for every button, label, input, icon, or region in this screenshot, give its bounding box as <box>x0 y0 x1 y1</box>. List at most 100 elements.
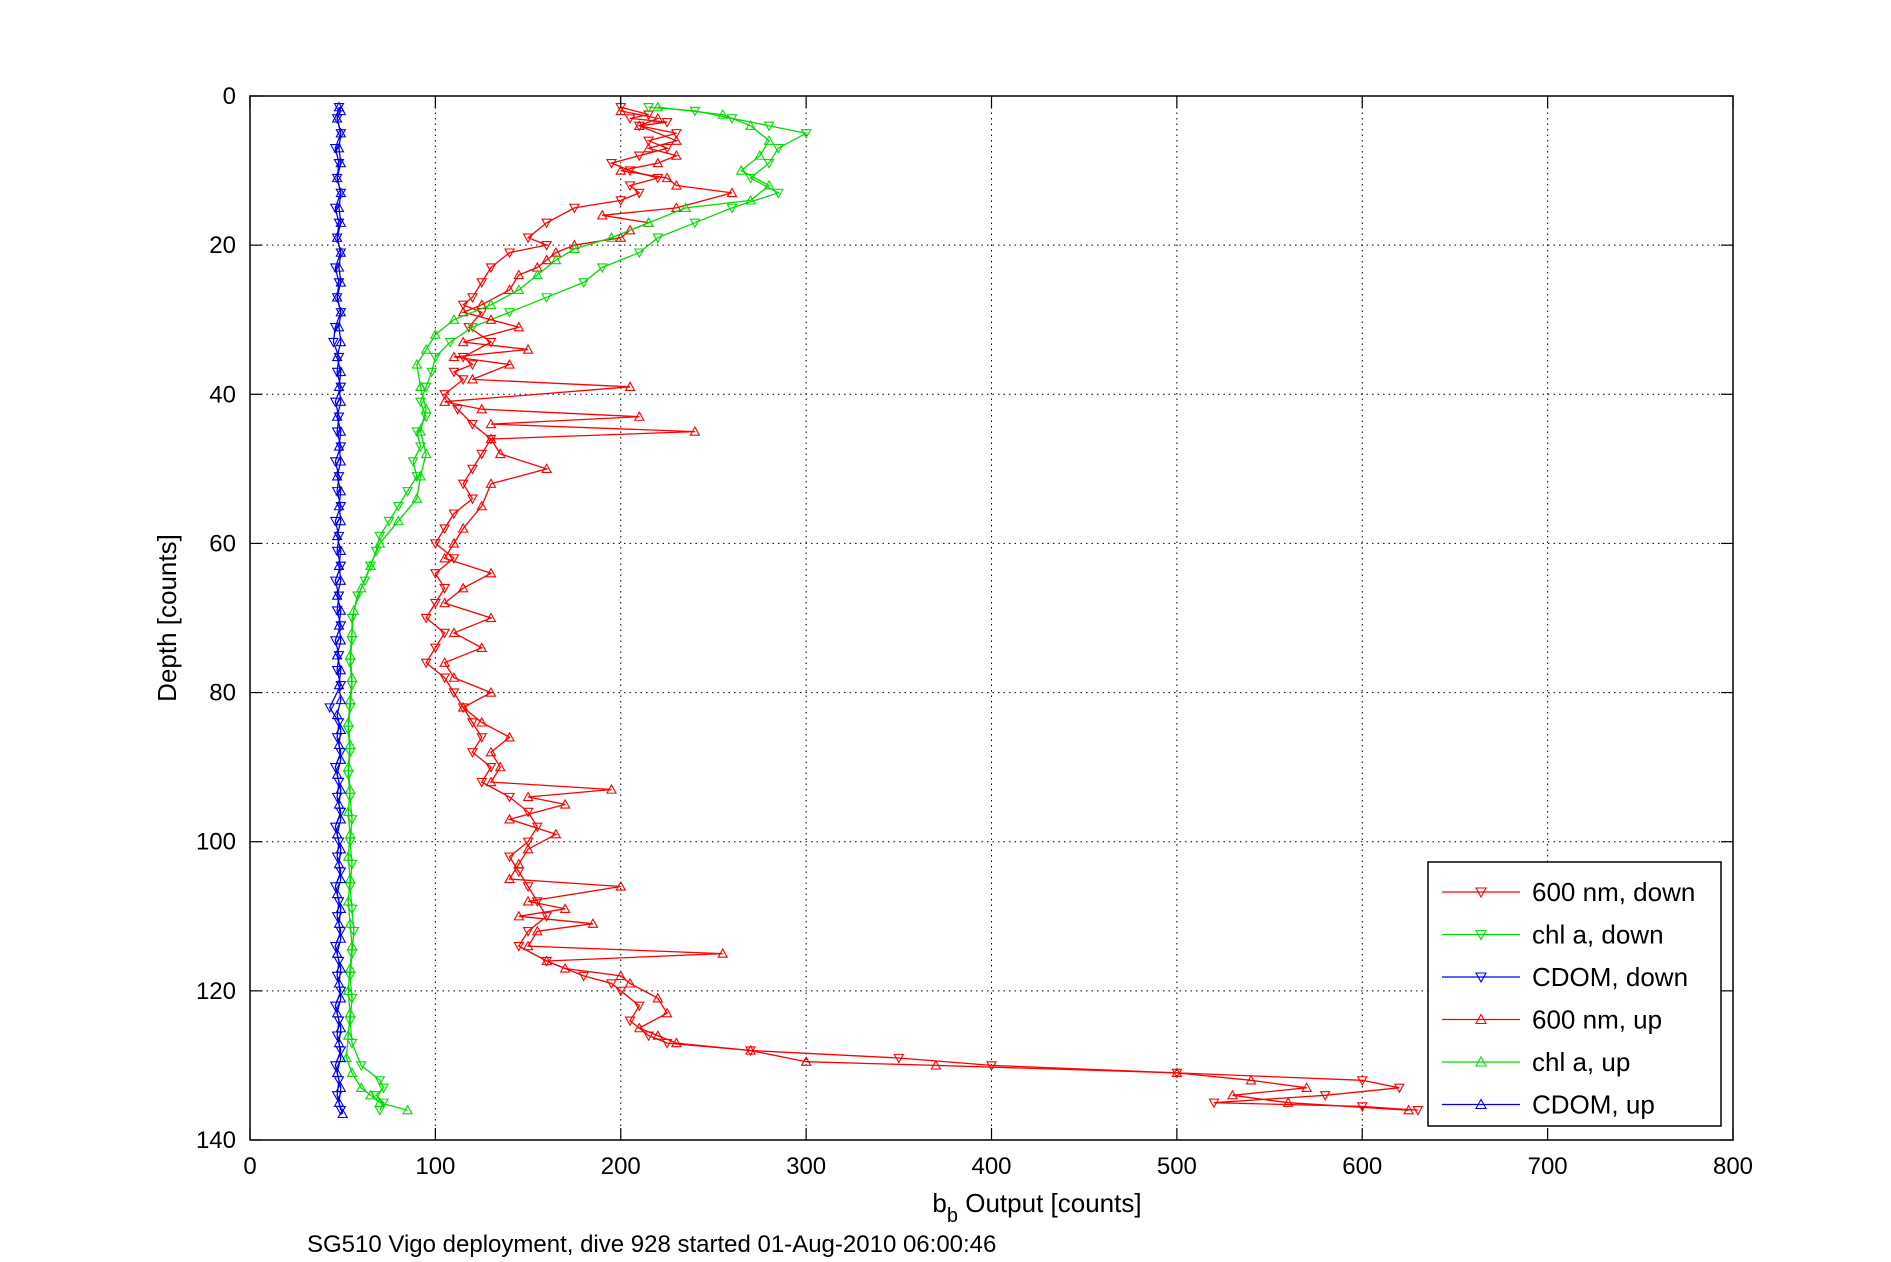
data-point <box>335 515 347 526</box>
data-point <box>383 516 395 527</box>
data-point <box>333 858 345 869</box>
data-point <box>439 524 451 535</box>
data-point <box>1171 1067 1183 1078</box>
data-point <box>485 337 497 348</box>
data-point <box>559 903 571 913</box>
data-point <box>344 694 356 705</box>
data-point <box>333 1037 345 1048</box>
data-point <box>541 955 553 966</box>
data-point <box>420 658 432 669</box>
data-point <box>522 791 534 802</box>
data-point <box>633 188 645 199</box>
data-point <box>331 112 343 123</box>
data-point <box>452 405 464 415</box>
data-point <box>467 419 478 430</box>
data-point <box>522 807 534 818</box>
data-point <box>335 366 347 377</box>
data-point <box>335 813 347 824</box>
data-point <box>374 1076 386 1086</box>
data-point <box>335 246 347 257</box>
data-point <box>893 1053 905 1064</box>
data-point <box>661 172 673 183</box>
data-point <box>448 688 460 699</box>
data-point <box>420 613 432 624</box>
legend-item-600-nm-down: 600 nm, down <box>1442 877 1695 907</box>
data-point <box>615 105 627 116</box>
data-point <box>365 1089 376 1100</box>
data-point <box>568 203 580 214</box>
data-point <box>429 539 441 550</box>
data-point <box>331 888 343 899</box>
data-point <box>355 582 367 593</box>
data-point <box>335 694 347 705</box>
data-point <box>344 962 356 973</box>
ticks <box>249 95 1734 1141</box>
legend-marker <box>1475 1098 1487 1110</box>
data-point <box>411 472 423 482</box>
legend-item-cdom-up: CDOM, up <box>1442 1090 1655 1120</box>
data-point <box>346 627 358 638</box>
data-point <box>331 768 343 779</box>
data-point <box>624 1016 636 1027</box>
data-point <box>726 187 738 198</box>
data-point <box>342 806 354 817</box>
data-point <box>1412 1106 1424 1116</box>
data-point <box>448 554 460 564</box>
data-point <box>745 194 756 205</box>
data-point <box>467 464 478 475</box>
data-point <box>378 1083 389 1094</box>
data-point <box>763 179 775 190</box>
data-point <box>652 101 664 112</box>
data-point <box>606 232 617 242</box>
data-point <box>772 188 784 199</box>
data-point <box>531 897 543 908</box>
data-point <box>615 970 627 981</box>
data-point <box>1245 1074 1257 1085</box>
data-point <box>504 308 515 318</box>
data-point <box>457 375 469 386</box>
data-point <box>541 218 553 229</box>
series-600-nm-down <box>420 103 1424 1116</box>
data-point <box>457 701 469 712</box>
data-point <box>680 202 692 213</box>
data-point <box>467 293 478 303</box>
data-point <box>407 457 419 468</box>
data-point <box>335 933 347 943</box>
data-point <box>494 448 506 459</box>
x-tick-label: 500 <box>1157 1153 1197 1180</box>
data-point <box>333 798 345 809</box>
data-point <box>374 1097 386 1107</box>
data-point <box>335 992 347 1003</box>
x-tick-label: 100 <box>415 1153 455 1180</box>
data-point <box>344 873 356 884</box>
data-point <box>331 589 343 600</box>
data-point <box>485 567 497 578</box>
data-point <box>763 121 775 132</box>
data-point <box>652 233 664 244</box>
data-point <box>522 927 534 937</box>
data-point <box>457 479 469 490</box>
data-point <box>355 1082 367 1092</box>
data-point <box>504 792 515 803</box>
data-point <box>485 418 497 429</box>
data-point <box>541 463 553 474</box>
data-point <box>596 263 608 274</box>
data-point <box>513 321 525 332</box>
data-point <box>335 843 347 854</box>
data-point <box>342 850 354 861</box>
data-point <box>331 411 343 421</box>
y-tick-label: 100 <box>196 829 236 856</box>
data-point <box>342 895 354 906</box>
data-point <box>342 1029 354 1040</box>
data-point <box>333 142 345 153</box>
x-axis-label: bb Output [counts] <box>932 1188 1141 1227</box>
data-point <box>335 604 347 615</box>
data-point <box>643 217 654 227</box>
data-point <box>717 947 729 958</box>
data-point <box>1227 1089 1238 1100</box>
data-point <box>531 925 543 936</box>
data-point <box>624 181 636 192</box>
legend-label: chl a, down <box>1532 920 1664 950</box>
data-point <box>624 166 636 177</box>
data-point <box>402 487 414 497</box>
